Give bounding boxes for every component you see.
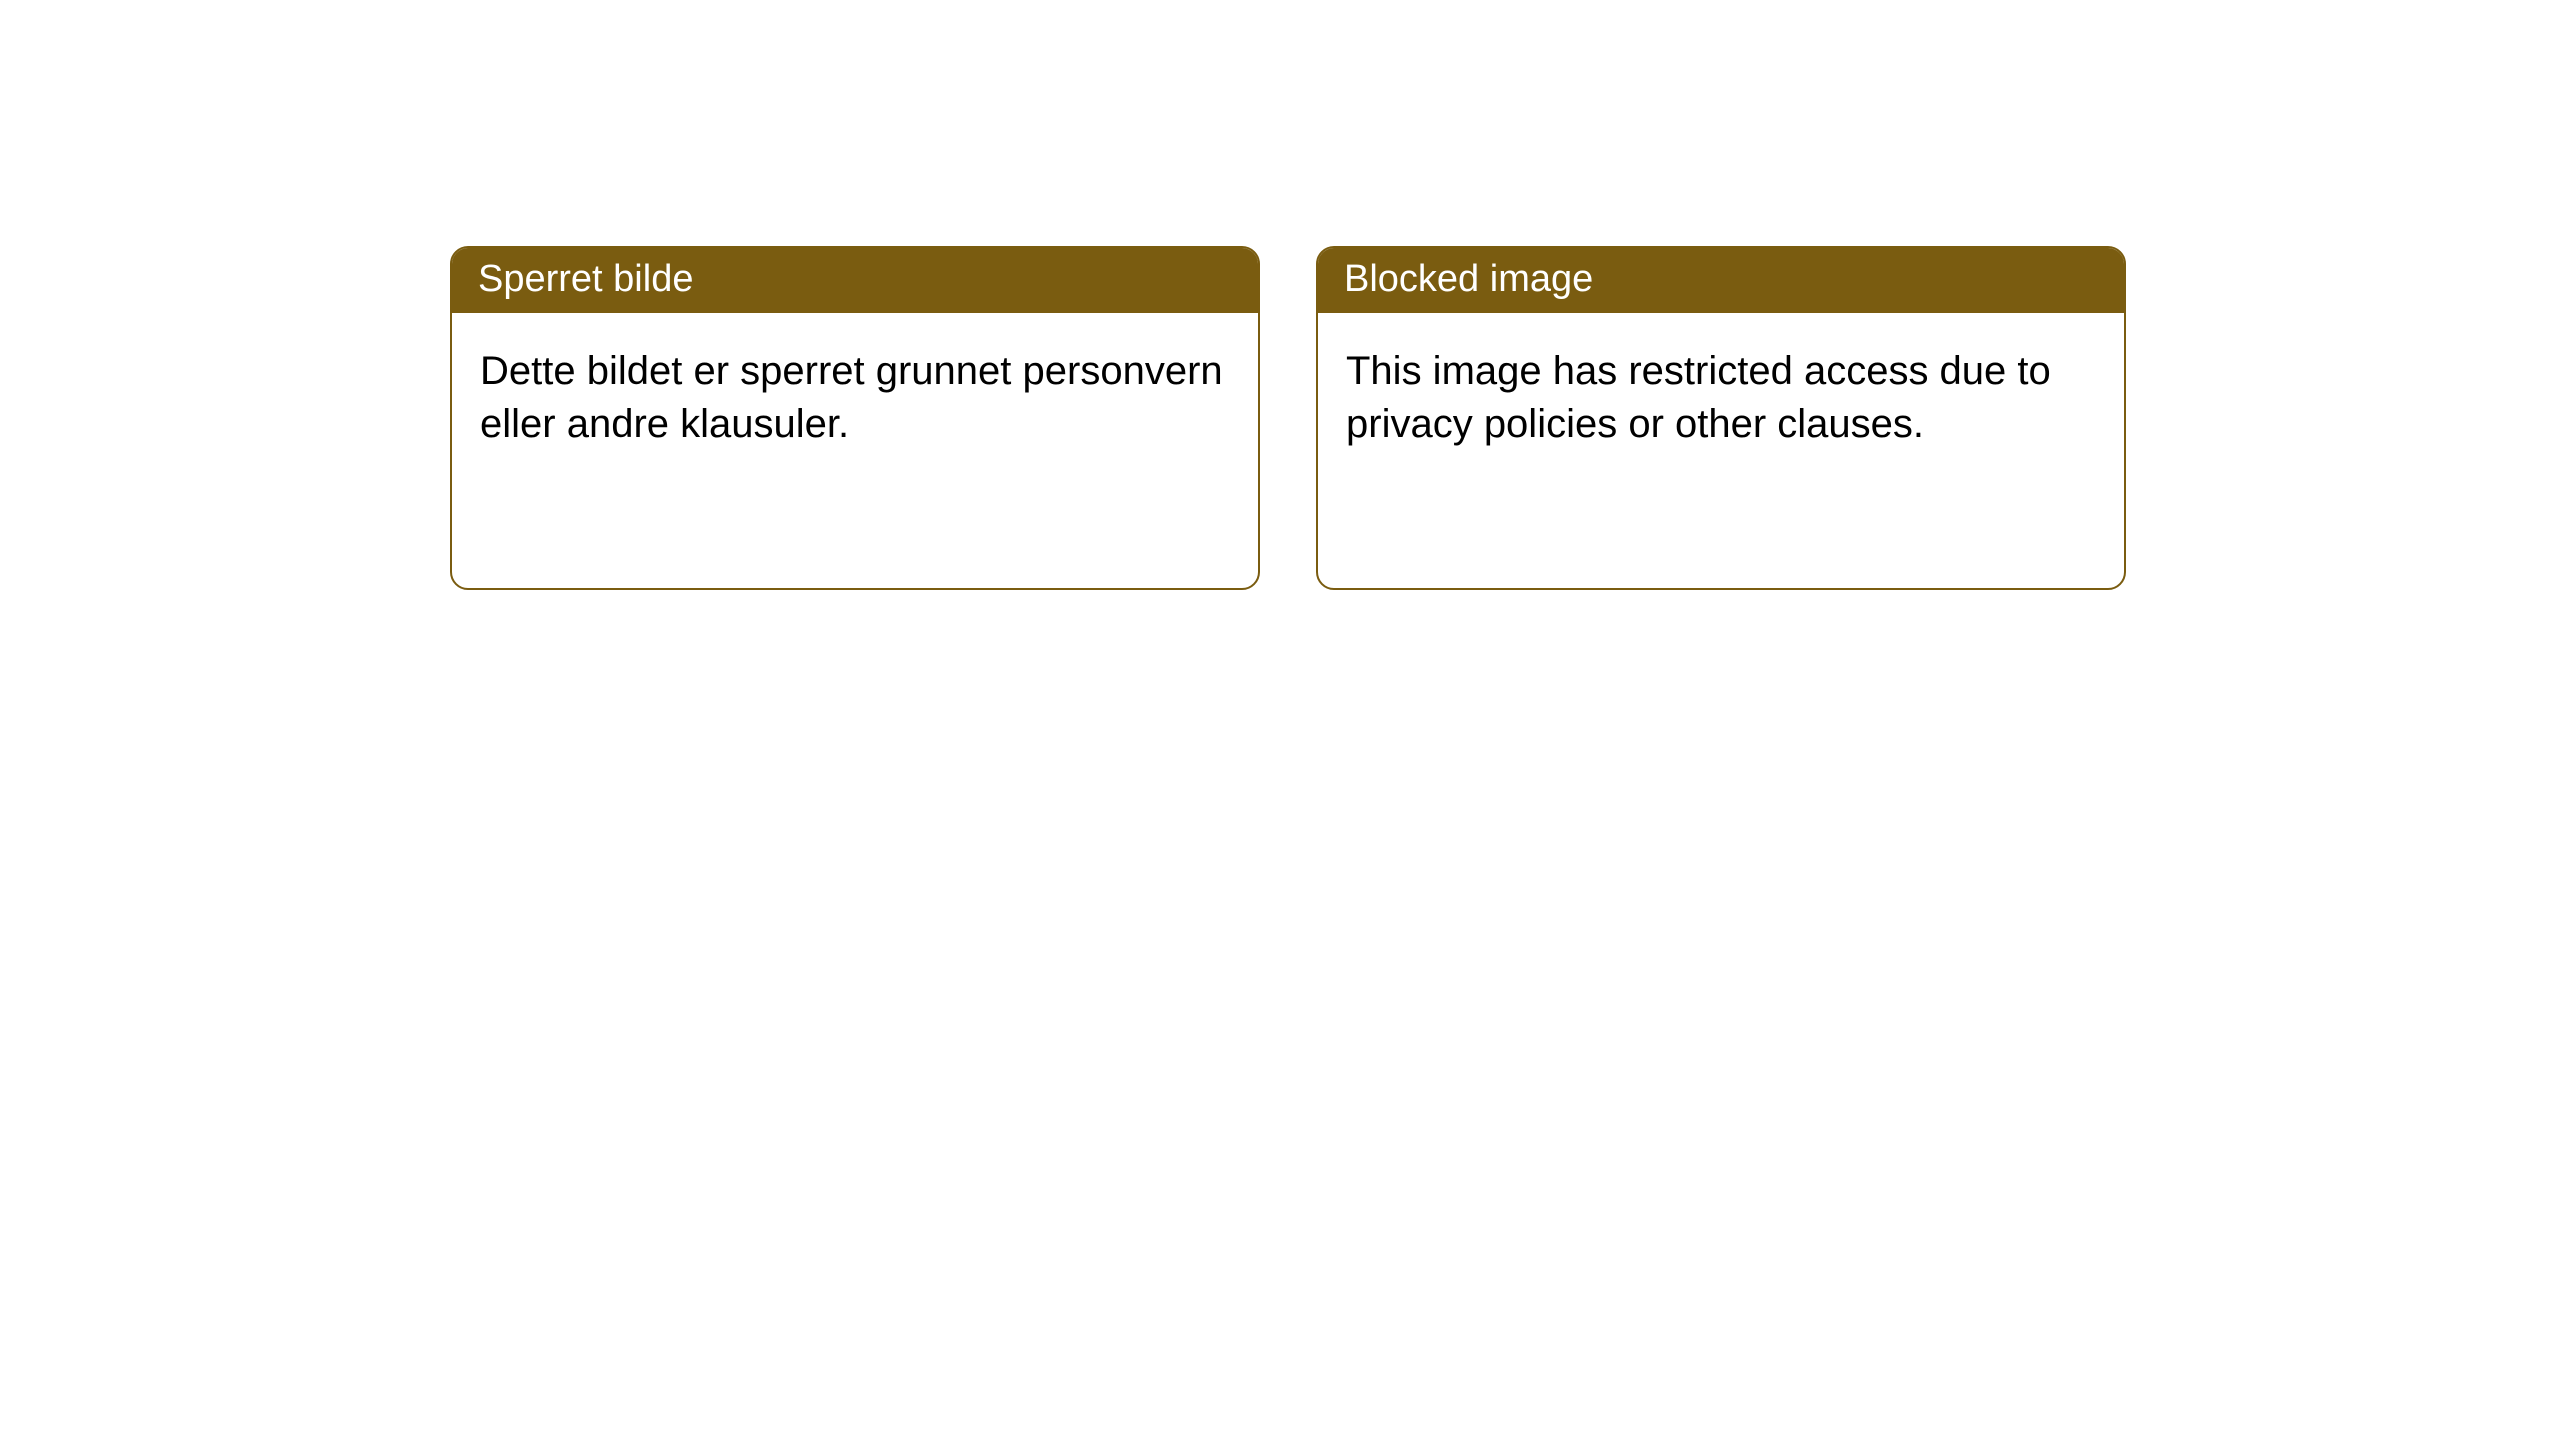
notice-body-english: This image has restricted access due to … [1318,313,2124,588]
notice-title-english: Blocked image [1318,248,2124,313]
notice-card-english: Blocked image This image has restricted … [1316,246,2126,590]
notice-card-norwegian: Sperret bilde Dette bildet er sperret gr… [450,246,1260,590]
notice-title-norwegian: Sperret bilde [452,248,1258,313]
notice-body-norwegian: Dette bildet er sperret grunnet personve… [452,313,1258,588]
notice-container: Sperret bilde Dette bildet er sperret gr… [0,0,2560,590]
